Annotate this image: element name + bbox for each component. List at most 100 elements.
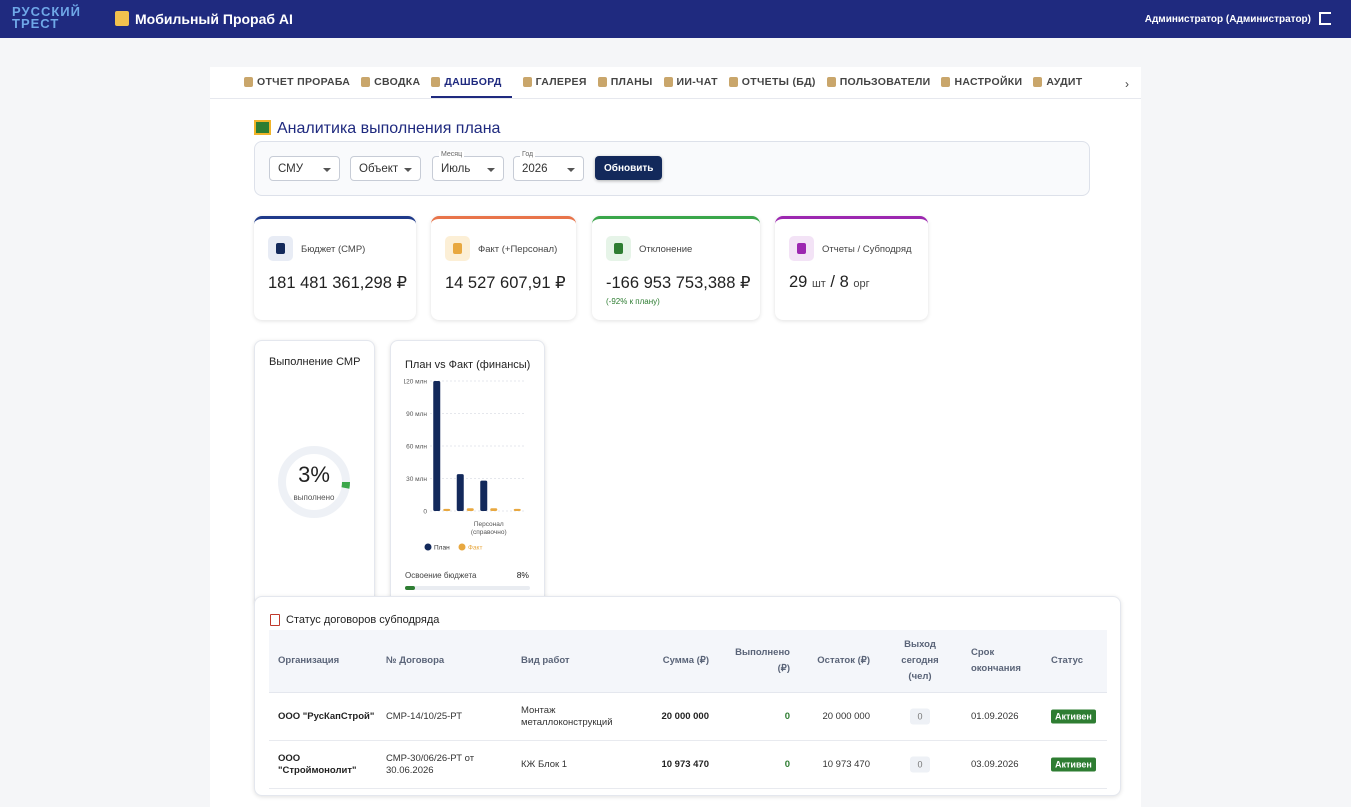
table-cell: 0 bbox=[895, 756, 945, 773]
tab-icon bbox=[663, 77, 673, 87]
table-cell: 20 000 000 bbox=[800, 711, 870, 723]
kpi-note: (-92% к плану) bbox=[606, 297, 660, 306]
cell-text: 01.09.2026 bbox=[971, 711, 1019, 722]
table-cell: 10 973 470 bbox=[629, 759, 709, 771]
legend-label: Факт bbox=[468, 545, 482, 552]
cell-text: 20 000 000 bbox=[822, 711, 870, 722]
tabs-scroll[interactable]: › bbox=[1125, 77, 1129, 91]
bar bbox=[466, 508, 474, 511]
tab-icon bbox=[941, 77, 951, 87]
cell-text: 0 bbox=[784, 711, 790, 722]
column-header: Сумма (₽) bbox=[662, 655, 709, 666]
kpi-icon bbox=[445, 236, 470, 261]
tab[interactable]: ИИ-ЧАТ bbox=[663, 67, 729, 98]
kpi-number: 14 527 607,91 ₽ bbox=[445, 274, 566, 292]
refresh-button[interactable]: Обновить bbox=[595, 156, 663, 180]
bar-card bbox=[390, 340, 545, 606]
kpi-glyph bbox=[797, 243, 806, 254]
tab-label: ДАШБОРД bbox=[444, 76, 502, 88]
kpi-label: Отчеты / Субподряд bbox=[822, 244, 912, 255]
tab[interactable]: АУДИТ bbox=[1033, 67, 1093, 98]
tab[interactable]: ОТЧЕТЫ (БД) bbox=[728, 67, 827, 98]
kpi-icon bbox=[789, 236, 814, 261]
tab-icon bbox=[361, 77, 371, 87]
legend-marker bbox=[424, 543, 432, 551]
select-value: 2026 bbox=[522, 163, 548, 175]
kpi-icon bbox=[606, 236, 631, 261]
tab-icon bbox=[244, 77, 253, 87]
kpi-label: Факт (+Персонал) bbox=[478, 244, 558, 255]
tab-label: ОТЧЕТ ПРОРАБА bbox=[257, 76, 351, 88]
select[interactable]: Месяц Июль bbox=[432, 151, 504, 181]
cell-text: 20 000 000 bbox=[661, 711, 709, 722]
tab-icon bbox=[826, 77, 836, 87]
kpi-label: Отклонение bbox=[639, 244, 693, 255]
status-badge: Активен bbox=[1051, 757, 1096, 772]
select-label: Месяц bbox=[439, 151, 465, 158]
chart-title: Выполнение СМР bbox=[269, 356, 360, 368]
y-tick-label: 120 млн bbox=[404, 379, 427, 386]
table-cell: 20 000 000 bbox=[629, 711, 709, 723]
row-divider bbox=[269, 788, 1107, 789]
progress-label: Освоение бюджета bbox=[405, 571, 477, 580]
progress-value: 8% bbox=[517, 570, 530, 580]
tab[interactable]: ОТЧЕТ ПРОРАБА bbox=[244, 67, 361, 98]
column-header: Организация bbox=[278, 655, 340, 666]
kpi-value2: 8 bbox=[839, 273, 849, 291]
tab-label: ГАЛЕРЕЯ bbox=[535, 76, 587, 88]
gauge-arc bbox=[341, 481, 350, 489]
kpi-card: Отчеты / Субподряд 29 шт / 8 орг bbox=[775, 216, 928, 320]
cell-text: СМР-30/06/26-РТ от 30.06.2026 bbox=[386, 753, 475, 776]
select[interactable]: СМУ bbox=[269, 156, 340, 181]
logo: РУССКИЙ ТРЕСТ bbox=[12, 4, 81, 31]
table-cell: КЖ Блок 1 bbox=[521, 759, 631, 771]
top-bar bbox=[0, 0, 1351, 38]
column-header: Выход сегодня (чел) bbox=[901, 639, 939, 682]
legend-label: План bbox=[434, 545, 450, 552]
app-icon bbox=[115, 11, 129, 26]
select-value: Июль bbox=[441, 163, 471, 175]
bar bbox=[480, 480, 488, 511]
cell-text: 10 973 470 bbox=[822, 759, 870, 770]
table-cell: 03.09.2026 bbox=[971, 759, 1031, 771]
y-tick-label: 90 млн bbox=[406, 411, 427, 418]
tab[interactable]: ДАШБОРД bbox=[431, 67, 512, 98]
column-header: № Договора bbox=[386, 655, 445, 666]
tab[interactable]: СВОДКА bbox=[361, 67, 431, 98]
tab[interactable]: НАСТРОЙКИ bbox=[941, 67, 1033, 98]
bar bbox=[513, 508, 521, 511]
cell-text: 0 bbox=[910, 756, 930, 773]
tab[interactable]: ПОЛЬЗОВАТЕЛИ bbox=[826, 67, 942, 98]
bar bbox=[443, 508, 451, 511]
cell-text: 0 bbox=[910, 708, 930, 725]
kpi-glyph bbox=[276, 243, 285, 254]
tab[interactable]: ПЛАНЫ bbox=[597, 67, 664, 98]
select[interactable]: Объект bbox=[350, 156, 421, 181]
column-header: Вид работ bbox=[521, 655, 570, 666]
kpi-number: 29 bbox=[789, 273, 808, 291]
gauge-chart: Выполнение СМР 3% выполнено bbox=[269, 356, 360, 518]
tab-icon bbox=[431, 77, 441, 87]
tab[interactable]: ГАЛЕРЕЯ bbox=[522, 67, 598, 98]
kpi-unit: шт bbox=[811, 278, 826, 290]
page-title: Аналитика выполнения плана bbox=[254, 120, 500, 138]
kpi-value: -166 953 753,388 ₽ bbox=[606, 273, 750, 293]
row-divider bbox=[269, 740, 1107, 741]
bar bbox=[456, 474, 464, 511]
table-icon bbox=[270, 614, 280, 626]
user-name[interactable]: Администратор (Администратор) bbox=[1144, 14, 1311, 25]
table-cell: 01.09.2026 bbox=[971, 711, 1031, 723]
tab-icon bbox=[522, 77, 532, 87]
page-title-text: Аналитика выполнения плана bbox=[277, 120, 501, 137]
select[interactable]: Год 2026 bbox=[513, 151, 584, 181]
app-title: Мобильный Прораб AI bbox=[135, 11, 293, 27]
kpi-separator: / bbox=[830, 273, 836, 291]
cell-text: СМР-14/10/25-РТ bbox=[386, 711, 463, 722]
select-value: СМУ bbox=[278, 163, 304, 175]
table-cell: Активен bbox=[1051, 709, 1101, 724]
column-header: Остаток (₽) bbox=[817, 655, 870, 666]
logout-button[interactable] bbox=[1319, 12, 1331, 25]
kpi-card: Отклонение -166 953 753,388 ₽ (-92% к план… bbox=[592, 216, 760, 320]
